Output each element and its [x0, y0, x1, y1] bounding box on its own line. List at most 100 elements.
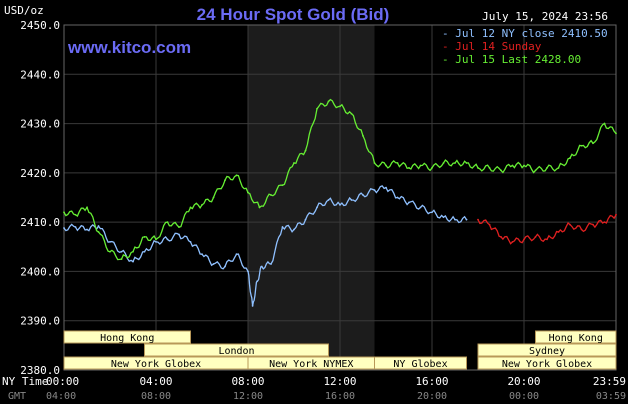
series-point [155, 238, 157, 241]
y-tick-label: 2380.0 [20, 364, 60, 377]
x-tick-ny: 23:59 [593, 375, 626, 388]
session-band-rect [535, 330, 617, 344]
series-point [109, 250, 111, 253]
session-band: New York NYMEX [247, 356, 375, 370]
x-tick-ny: 04:00 [139, 375, 172, 388]
plot-frame [63, 24, 617, 371]
series-point [109, 240, 111, 243]
series-point [408, 167, 410, 169]
series-point [293, 162, 295, 164]
series-point [362, 134, 364, 137]
session-band: London [144, 343, 329, 357]
legend-item-sunday: - Jul 14 Sunday [442, 40, 542, 53]
series-point [477, 218, 479, 221]
y-tick-label: 2410.0 [20, 216, 60, 229]
series-point [454, 218, 456, 221]
series-point [385, 186, 387, 189]
session-label: Hong Kong [100, 333, 154, 344]
legend-item-last: - Jul 15 Last 2428.00 [442, 53, 581, 66]
series-point [260, 265, 263, 268]
series-point [212, 263, 215, 265]
series-point [339, 203, 341, 206]
legend-item-ny-close: - Jul 12 NY close 2410.50 [442, 27, 608, 40]
series-point [258, 206, 261, 209]
series-point [442, 162, 445, 164]
x-tick-ny: 20:00 [507, 375, 540, 388]
series-line [63, 185, 468, 307]
series-point [247, 270, 249, 273]
session-label: New York NYMEX [269, 359, 353, 370]
series-point [534, 236, 537, 238]
series-point [350, 112, 353, 115]
series-point [201, 253, 203, 256]
series-point [189, 206, 192, 209]
series-point [270, 194, 272, 196]
series-point [569, 223, 571, 226]
series-point [373, 189, 376, 192]
series-point [488, 223, 491, 226]
y-tick-label: 2450.0 [20, 19, 60, 32]
series-point [86, 206, 88, 209]
session-band-rect [374, 356, 467, 370]
series-point [201, 203, 203, 206]
series-point [281, 184, 284, 187]
series-point [396, 162, 399, 164]
series-point [419, 206, 422, 209]
session-band: New York Globex [477, 356, 617, 370]
session-band: New York Globex [63, 356, 249, 370]
series-point [500, 236, 502, 238]
series-point [546, 167, 548, 169]
series-point [120, 258, 123, 261]
price-lines [63, 98, 617, 307]
x-tick-ny: 00:00 [46, 375, 79, 388]
series-point [178, 226, 180, 228]
series-point [166, 238, 169, 241]
series-point [339, 105, 341, 108]
x-tick-ny: 12:00 [323, 375, 356, 388]
session-band-rect [477, 343, 617, 357]
series-point [63, 227, 65, 229]
session-band: Hong Kong [535, 330, 617, 344]
series-point [281, 226, 284, 228]
y-tick-label: 2440.0 [20, 68, 60, 81]
series-point [534, 169, 537, 172]
timestamp: July 15, 2024 23:56 [482, 10, 608, 23]
series-point [327, 100, 330, 103]
website-label: www.kitco.com [67, 38, 191, 57]
series-point [224, 179, 226, 182]
series-point [615, 132, 617, 135]
series-point [488, 167, 491, 169]
session-band: Sydney [477, 343, 617, 357]
series-point [603, 122, 606, 125]
series-point [569, 157, 571, 159]
session-label: Hong Kong [549, 333, 603, 344]
series-point [477, 167, 479, 169]
series-point [304, 149, 307, 152]
series-point [350, 199, 353, 201]
series-point [74, 226, 77, 228]
x-tick-gmt: 00:00 [509, 391, 539, 402]
series-point [592, 142, 594, 145]
series-point [454, 162, 456, 164]
series-point [86, 228, 88, 231]
series-point [132, 250, 134, 253]
series-point [592, 223, 594, 226]
x-tick-gmt: 12:00 [233, 391, 263, 402]
y-tick-label: 2430.0 [20, 118, 60, 131]
series-point [316, 206, 318, 209]
session-band-rect [477, 356, 617, 370]
series-point [97, 225, 100, 227]
series-point [143, 236, 146, 238]
series-point [557, 167, 560, 169]
series-point [523, 238, 525, 241]
y-axis-ticks: 2450.0 2440.0 2430.0 2420.0 2410.0 2400.0 2390… [20, 19, 60, 377]
series-point [557, 231, 560, 233]
session-band-rect [63, 330, 191, 344]
series-point [580, 144, 583, 147]
series-point [431, 167, 433, 169]
ny-time-label: NY Time [2, 375, 48, 388]
session-band: NY Globex [374, 356, 467, 370]
series-point [511, 240, 514, 243]
series-point [293, 228, 295, 231]
series-point [166, 221, 169, 224]
